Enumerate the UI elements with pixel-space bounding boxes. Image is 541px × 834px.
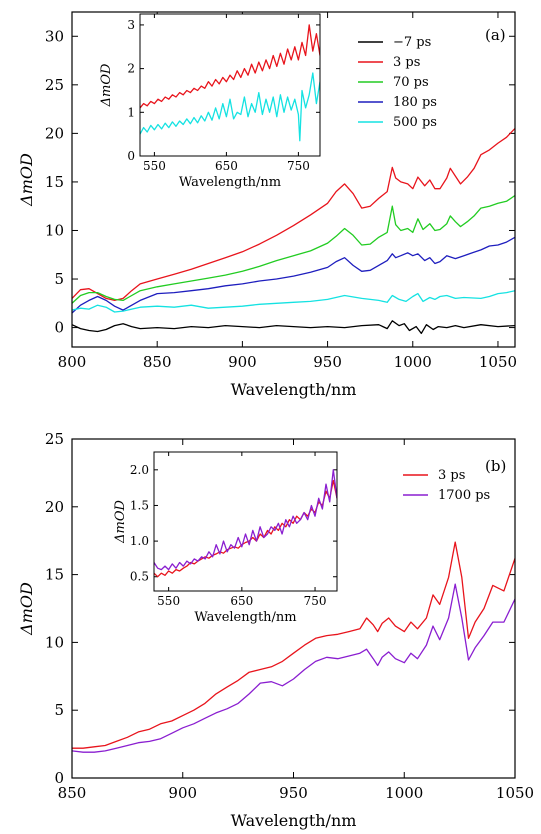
legend-label-0: −7 ps <box>393 35 431 50</box>
x-tick-label: 750 <box>304 594 327 608</box>
inset-chart: 550 650 750 0.5 1.0 1.5 2.0 Wavelength/nm ΔmOD <box>113 451 338 625</box>
y-tick-label: 25 <box>45 76 64 94</box>
x-tick-label: 900 <box>168 784 197 802</box>
y-axis-title: ΔmOD <box>17 153 36 207</box>
y-tick-label: 10 <box>45 633 64 651</box>
x-tick-label: 650 <box>215 159 238 173</box>
legend-label-4: 500 ps <box>393 115 437 130</box>
y-tick-label: 2.0 <box>130 463 149 477</box>
x-tick-label: 650 <box>230 594 253 608</box>
legend: −7 ps 3 ps 70 ps 180 ps 500 ps <box>358 35 437 130</box>
inset-frame <box>139 13 321 157</box>
series-line-4 <box>72 290 515 313</box>
series-line-1 <box>140 72 320 142</box>
series-line-0 <box>140 24 320 109</box>
y-tick-label: 5 <box>54 270 64 288</box>
y-tick-label: 1.5 <box>130 498 149 512</box>
x-tick-label: 1050 <box>479 353 517 371</box>
x-tick-label: 550 <box>157 594 180 608</box>
series-line-3 <box>72 236 515 314</box>
panel-label: (a) <box>485 26 506 44</box>
y-tick-label: 1.0 <box>130 534 149 548</box>
legend: 3 ps 1700 ps <box>403 468 490 503</box>
y-tick-label: 0.5 <box>130 570 149 584</box>
x-tick-label: 900 <box>228 353 257 371</box>
plot-frame <box>71 438 516 779</box>
y-tick-label: 10 <box>45 221 64 239</box>
y-tick-label: 0 <box>54 769 64 787</box>
x-tick-label: 750 <box>287 159 310 173</box>
y-tick-label: 1 <box>127 105 135 119</box>
legend-label-1: 3 ps <box>393 55 420 70</box>
series-line-1 <box>154 469 337 571</box>
y-tick-label: 2 <box>127 62 135 76</box>
inset-x-axis-title: Wavelength/nm <box>194 610 296 625</box>
y-tick-label: 3 <box>127 18 135 32</box>
series-line-2 <box>72 194 515 304</box>
series-line-0 <box>72 320 515 335</box>
inset-background <box>140 14 320 156</box>
panel-label: (b) <box>485 457 506 475</box>
x-tick-label: 1000 <box>385 784 423 802</box>
legend-label-3: 180 ps <box>393 95 437 110</box>
y-tick-label: 20 <box>45 498 64 516</box>
series-line-0 <box>72 541 515 749</box>
x-axis-title: Wavelength/nm <box>231 380 357 399</box>
y-tick-label: 25 <box>45 430 64 448</box>
y-tick-label: 0 <box>54 319 64 337</box>
legend-label-1: 1700 ps <box>438 488 490 503</box>
series-line-1 <box>72 583 515 753</box>
inset-x-axis-title: Wavelength/nm <box>179 175 281 190</box>
y-tick-label: 30 <box>45 27 64 45</box>
inset-y-axis-title: ΔmOD <box>99 63 114 107</box>
x-tick-label: 1050 <box>496 784 534 802</box>
chart-panel-a: 800 850 900 950 1000 1050051015202530Waveleng… <box>17 11 517 399</box>
x-tick-label: 850 <box>143 353 172 371</box>
series-line-1 <box>72 128 515 302</box>
inset-y-axis-title: ΔmOD <box>113 500 128 544</box>
inset-chart: 550 650 750 0 1 2 3 Wavelength/nm ΔmOD <box>99 13 321 190</box>
x-tick-label: 850 <box>58 784 87 802</box>
x-tick-label: 950 <box>279 784 308 802</box>
y-tick-label: 0 <box>127 149 135 163</box>
legend-label-0: 3 ps <box>438 468 465 483</box>
x-tick-label: 950 <box>313 353 342 371</box>
legend-label-2: 70 ps <box>393 75 429 90</box>
x-tick-label: 1000 <box>394 353 432 371</box>
plot-frame <box>71 11 516 348</box>
x-axis-title: Wavelength/nm <box>231 811 357 830</box>
chart-panel-b: 850 900 950 1000 1050 0 5 10 15 20 25 Wavelength/nm… <box>17 430 534 830</box>
y-tick-label: 20 <box>45 124 64 142</box>
inset-frame <box>153 451 338 592</box>
x-tick-label: 550 <box>143 159 166 173</box>
series-line-0 <box>154 479 337 578</box>
y-tick-label: 5 <box>54 701 64 719</box>
y-tick-label: 15 <box>45 173 64 191</box>
y-axis-title: ΔmOD <box>17 582 36 636</box>
x-tick-label: 800 <box>58 353 87 371</box>
y-tick-label: 15 <box>45 566 64 584</box>
